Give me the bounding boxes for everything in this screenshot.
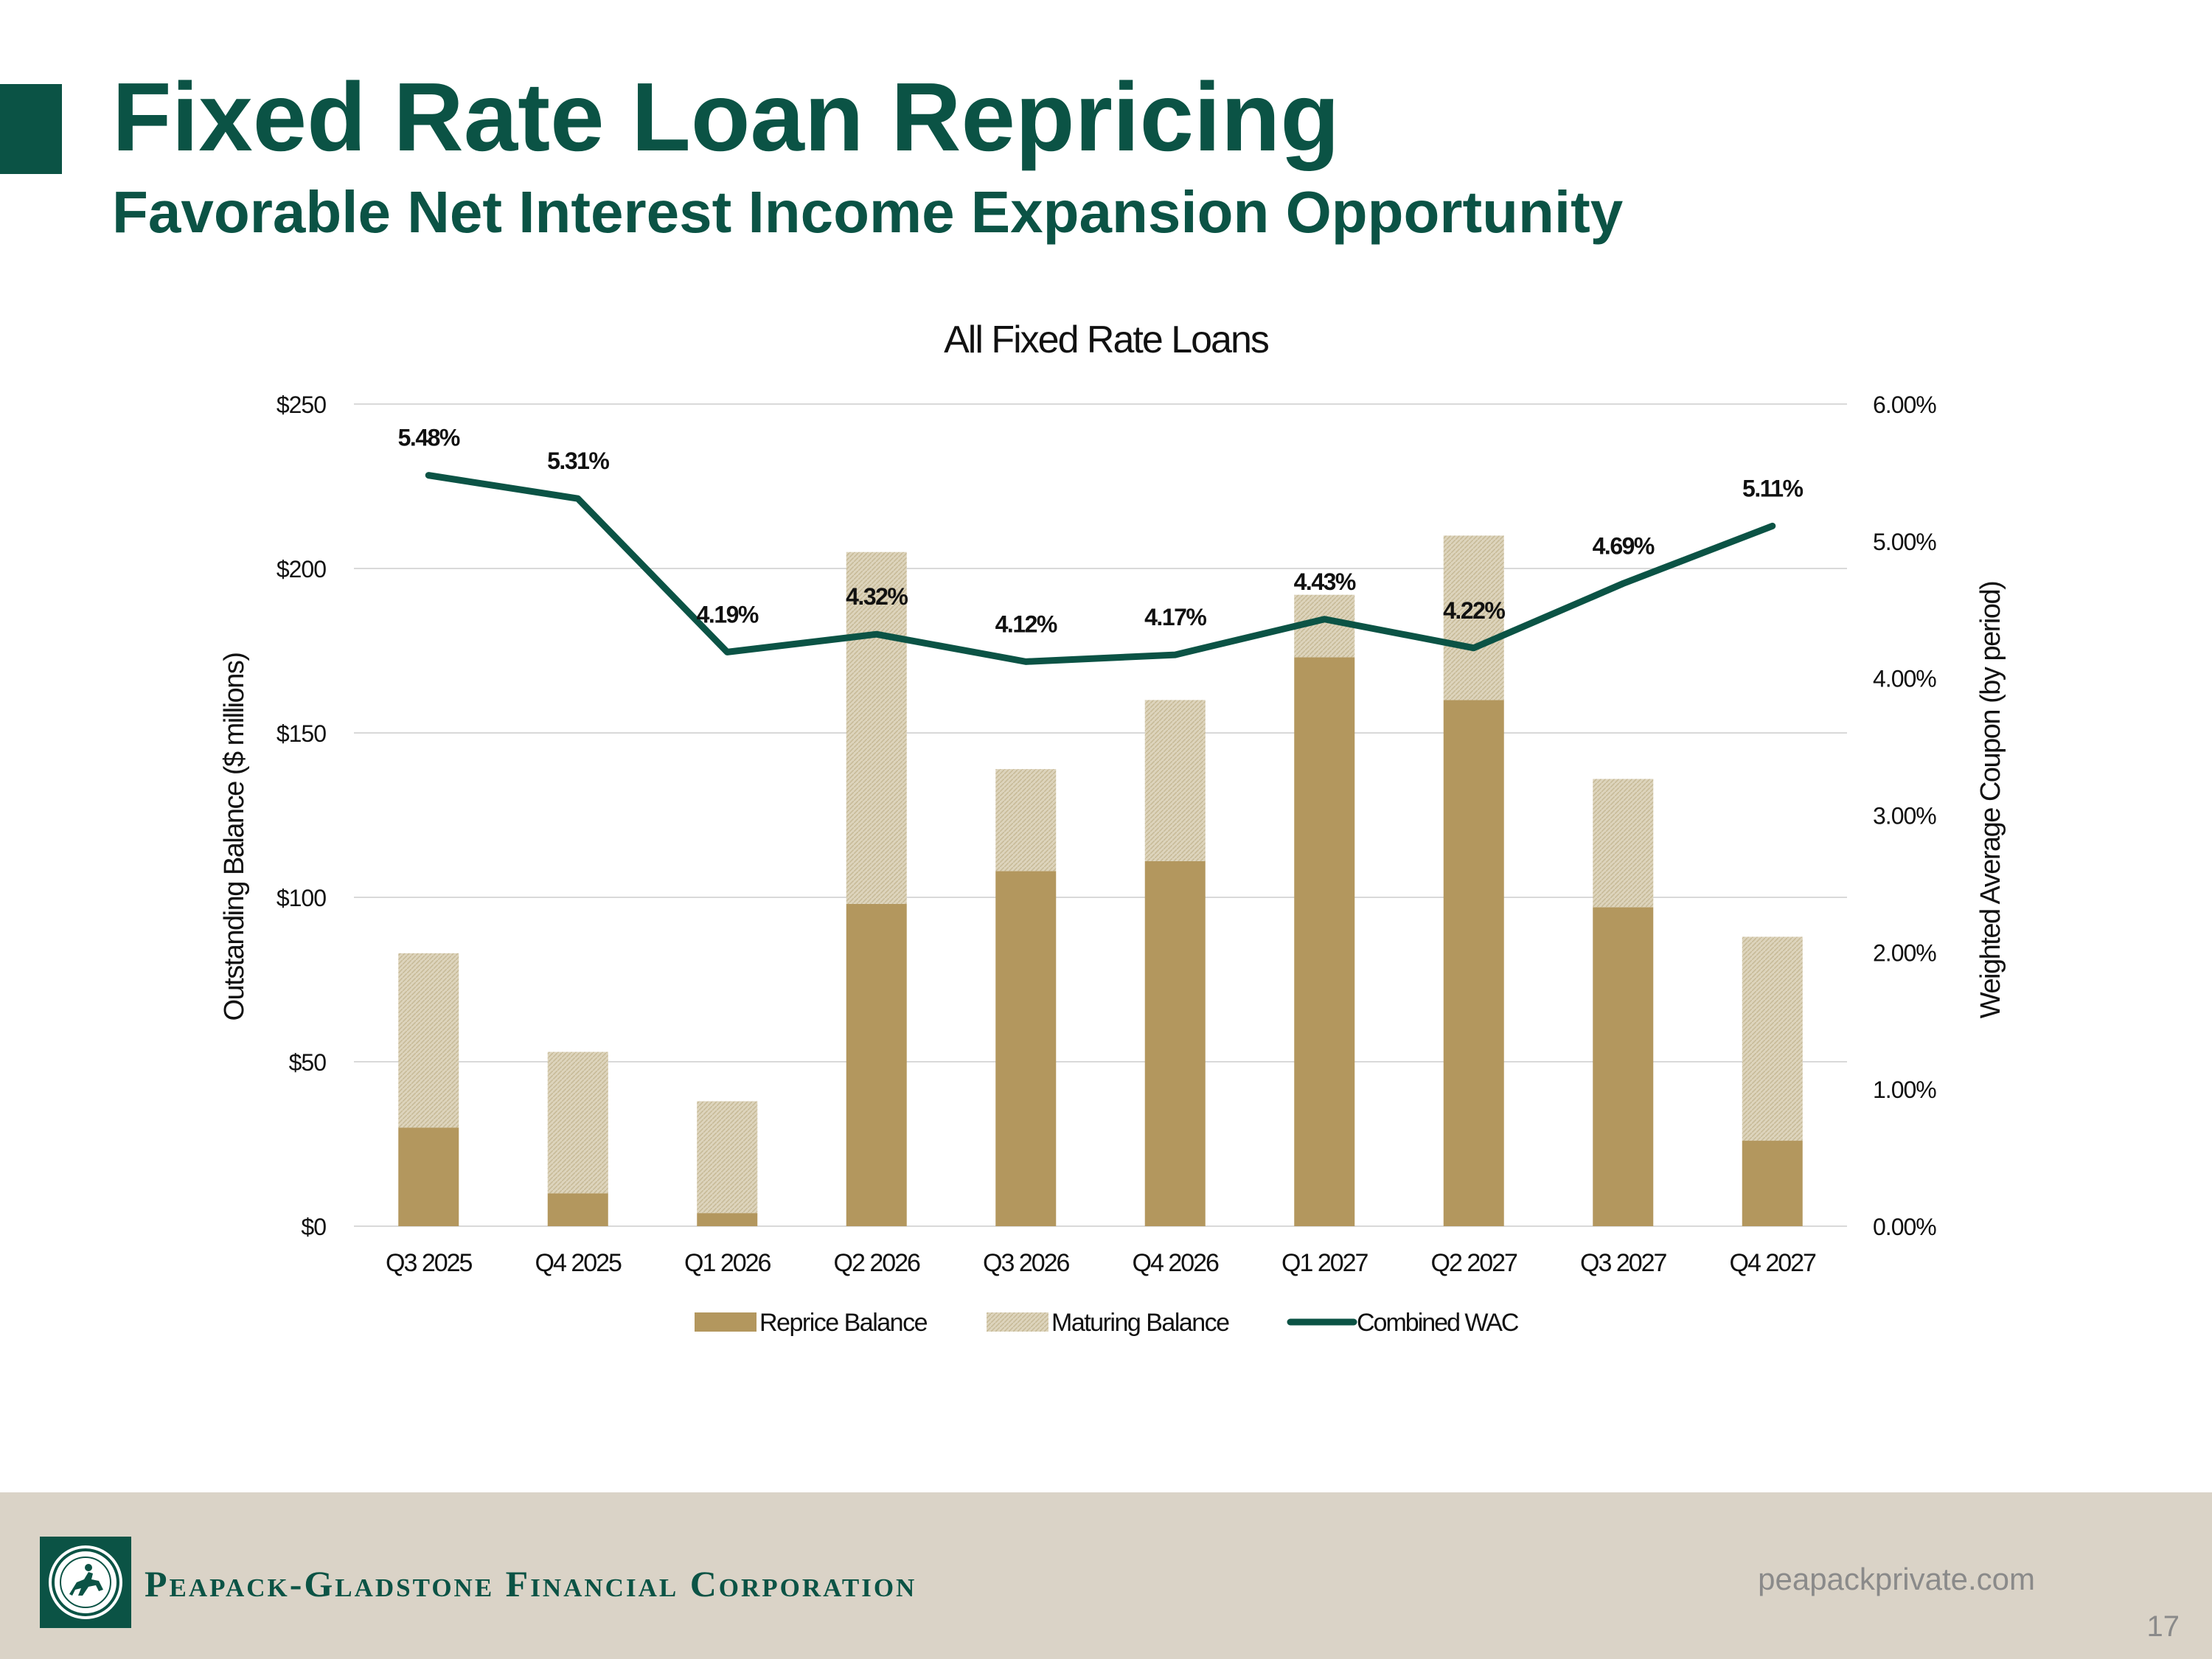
bar-reprice-balance [846, 903, 907, 1226]
y2-axis-title: Weighted Average Coupon (by period) [1975, 582, 2006, 1019]
legend-label: Maturing Balance [1051, 1309, 1229, 1337]
bar-maturing-balance [846, 552, 907, 904]
wac-data-label: 4.19% [697, 601, 759, 627]
page-number: 17 [2146, 1610, 2180, 1643]
wac-data-label: 4.17% [1144, 604, 1206, 630]
y2-tick-label: 2.00% [1873, 939, 1936, 966]
y-tick-label: $150 [276, 720, 326, 747]
bar-maturing-balance [697, 1101, 758, 1214]
x-tick-label: Q2 2026 [834, 1249, 921, 1277]
website-link[interactable]: peapackprivate.com [1758, 1562, 2035, 1596]
wac-data-label: 5.31% [547, 448, 609, 474]
fixed-rate-loans-chart: All Fixed Rate Loans 5.48% 5.31% 4.19% 4.32… [219, 319, 2006, 1337]
legend-label: Combined WAC [1357, 1309, 1519, 1337]
bar-reprice-balance [547, 1193, 608, 1226]
wac-point [1323, 617, 1326, 621]
legend-label: Reprice Balance [759, 1309, 928, 1337]
title-accent-bar [0, 84, 62, 174]
company-name: Peapack-Gladstone Financial Corporation [145, 1563, 917, 1604]
bar-reprice-balance [1443, 700, 1504, 1226]
wac-data-label: 4.43% [1294, 568, 1356, 595]
wac-point [1472, 646, 1475, 650]
company-logo [40, 1537, 131, 1628]
y-tick-label: $200 [276, 556, 326, 582]
y-tick-label: $0 [301, 1214, 326, 1240]
legend-swatch-maturing [987, 1312, 1048, 1332]
x-tick-label: Q3 2026 [983, 1249, 1070, 1277]
footer-band [0, 1492, 2212, 1659]
bar-reprice-balance [1144, 860, 1206, 1226]
x-tick-label: Q3 2027 [1580, 1249, 1667, 1277]
bar-reprice-balance [1294, 657, 1355, 1226]
wac-point [874, 633, 878, 636]
y2-tick-label: 3.00% [1873, 803, 1936, 830]
combined-wac-line [425, 472, 1776, 665]
bar-maturing-balance [398, 953, 459, 1128]
y2-tick-label: 6.00% [1873, 392, 1936, 418]
bar-maturing-balance [1742, 936, 1803, 1141]
page-title: Fixed Rate Loan Repricing [112, 63, 1340, 171]
legend-swatch-reprice [695, 1312, 757, 1332]
bar-maturing-balance [1443, 535, 1504, 700]
x-tick-label: Q4 2027 [1730, 1249, 1817, 1277]
bar-reprice-balance [1742, 1141, 1803, 1226]
wac-data-label: 4.22% [1443, 597, 1505, 624]
bar-reprice-balance [995, 871, 1057, 1226]
bar-reprice-balance [398, 1127, 459, 1226]
wac-point [1024, 660, 1028, 664]
wac-data-label: 4.69% [1593, 532, 1655, 559]
bar-maturing-balance [547, 1051, 608, 1194]
y2-tick-label: 0.00% [1873, 1214, 1936, 1240]
y2-tick-label: 1.00% [1873, 1077, 1936, 1103]
y2-tick-label: 5.00% [1873, 529, 1936, 555]
wac-point [427, 473, 431, 477]
page-subtitle: Favorable Net Interest Income Expansion … [112, 179, 1624, 245]
wac-point [1770, 524, 1774, 528]
wac-point [1621, 582, 1625, 585]
chart-title: All Fixed Rate Loans [944, 319, 1269, 361]
bar-maturing-balance [995, 769, 1057, 872]
x-tick-label: Q4 2025 [535, 1249, 622, 1277]
y-tick-label: $50 [289, 1049, 327, 1076]
y-tick-label: $100 [276, 885, 326, 911]
x-tick-label: Q1 2026 [684, 1249, 771, 1277]
y-axis-title: Outstanding Balance ($ millions) [219, 653, 250, 1020]
bar-reprice-balance [697, 1213, 758, 1226]
wac-point [576, 497, 580, 501]
x-tick-label: Q2 2027 [1431, 1249, 1518, 1277]
bar-maturing-balance [1593, 779, 1654, 908]
bar-reprice-balance [1593, 907, 1654, 1226]
wac-data-label: 4.12% [995, 611, 1057, 637]
x-tick-label: Q1 2027 [1281, 1249, 1368, 1277]
wac-data-label: 5.11% [1742, 475, 1804, 501]
x-tick-label: Q4 2026 [1133, 1249, 1220, 1277]
y2-tick-label: 4.00% [1873, 666, 1936, 692]
y-tick-label: $250 [276, 392, 326, 418]
x-tick-label: Q3 2025 [386, 1249, 473, 1277]
horse-rider-seal-icon [49, 1545, 122, 1619]
wac-data-label: 5.48% [398, 425, 460, 451]
wac-data-label: 4.32% [846, 583, 908, 610]
bar-maturing-balance [1144, 700, 1206, 861]
wac-point [1173, 653, 1177, 657]
wac-point [726, 650, 729, 654]
